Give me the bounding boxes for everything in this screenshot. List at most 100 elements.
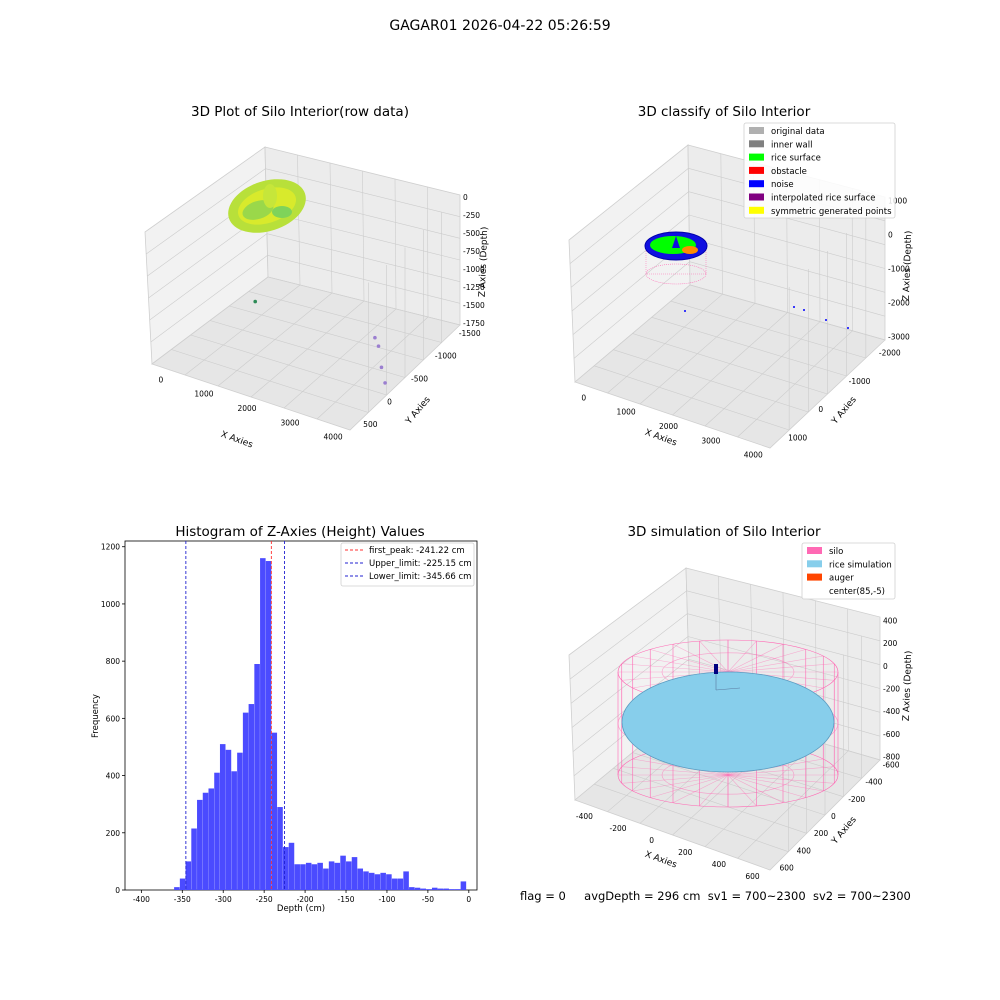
z-tick-label: -500 xyxy=(463,229,480,238)
histogram-bar xyxy=(368,872,375,890)
z-tick-label: -800 xyxy=(883,753,900,762)
z-tick-label: -1250 xyxy=(463,283,485,292)
histogram-bar xyxy=(351,857,358,890)
histogram-bar xyxy=(363,871,369,890)
histogram-bar xyxy=(242,712,249,890)
histogram-bar xyxy=(454,889,461,890)
classify-zlabel: Z Axies (Depth) xyxy=(902,231,914,302)
histogram-legend-box xyxy=(340,542,475,587)
histogram-bar xyxy=(380,872,386,890)
y-tick-label: -2000 xyxy=(879,348,901,357)
x-tick-label: 0 xyxy=(581,393,586,402)
classify-legend-box xyxy=(743,122,896,219)
raw-axis-ticks: 0 1000 2000 3000 4000 -1500 -1000 -500 0 500 -1750… xyxy=(159,193,485,442)
histogram-bar xyxy=(340,855,346,890)
legend-swatch xyxy=(749,153,764,161)
outlier-point xyxy=(379,365,384,370)
legend-swatch xyxy=(749,180,764,188)
histogram-bar xyxy=(288,842,295,890)
legend-swatch xyxy=(749,140,764,148)
z-tick-label: -250 xyxy=(463,211,480,220)
panel-raw-3d: 3D Plot of Silo Interior(row data) 0 1000… xyxy=(144,104,490,451)
legend-label: inner wall xyxy=(771,140,812,150)
x-tick-label: -350 xyxy=(174,895,191,904)
histogram-bar xyxy=(225,749,232,890)
raw-outlier-points xyxy=(253,299,387,385)
histogram-bar xyxy=(208,788,215,890)
z-tick-label: -750 xyxy=(463,247,480,256)
y-tick-label: 1200 xyxy=(101,543,120,552)
status-sv2: sv2 = 700~2300 xyxy=(812,889,911,903)
histogram-bar xyxy=(346,861,352,890)
y-tick-label: -600 xyxy=(883,760,900,769)
y-tick-label: 600 xyxy=(106,714,121,723)
histogram-bar xyxy=(202,792,209,890)
histogram-bar xyxy=(334,862,341,890)
histogram-bar xyxy=(277,807,283,890)
histogram-bar xyxy=(294,864,300,890)
y-tick-label: -1500 xyxy=(459,329,481,338)
y-tick-label: 0 xyxy=(831,812,836,821)
x-tick-label: -300 xyxy=(215,895,232,904)
legend-swatch xyxy=(749,206,764,214)
legend-label: rice surface xyxy=(771,154,821,164)
histogram-bar xyxy=(265,561,272,890)
x-tick-label: 2000 xyxy=(237,404,256,413)
histogram-bar xyxy=(443,888,449,890)
x-tick-label: 0 xyxy=(159,375,164,384)
x-tick-label: 3000 xyxy=(701,436,720,445)
simulation-rice-surface xyxy=(621,671,835,773)
legend-swatch xyxy=(749,127,764,134)
histogram-bar xyxy=(231,771,237,890)
y-tick-label: -1000 xyxy=(849,377,871,386)
y-tick-label: 1000 xyxy=(788,434,807,443)
x-tick-label: 1000 xyxy=(194,390,213,399)
histogram-bar xyxy=(449,889,455,890)
z-tick-label: -1000 xyxy=(888,265,910,274)
legend-label: Upper_limit: -225.15 cm xyxy=(369,559,472,569)
raw-xlabel: X Axies xyxy=(219,430,254,451)
simulation-legend: silo rice simulation auger center(85,-5) xyxy=(807,547,892,597)
x-tick-label: -200 xyxy=(297,895,314,904)
status-flag: flag = 0 xyxy=(520,889,566,903)
y-tick-label: 200 xyxy=(106,829,121,838)
y-tick-label: 1000 xyxy=(101,600,120,609)
z-tick-label: 0 xyxy=(883,662,888,671)
x-tick-label: -150 xyxy=(338,895,355,904)
histogram-bar xyxy=(374,874,381,890)
z-tick-label: -3000 xyxy=(888,333,910,342)
x-tick-label: 0 xyxy=(466,895,471,904)
histogram-bar xyxy=(185,861,192,890)
panel-simulation-3d: 3D simulation of Silo Interior -400-2000… xyxy=(568,524,914,881)
legend-swatch xyxy=(749,166,764,174)
legend-label: obstacle xyxy=(771,167,807,177)
z-tick-label: 0 xyxy=(888,230,893,239)
legend-label: noise xyxy=(771,180,794,190)
classify-legend: original data inner wall rice surface obsta… xyxy=(749,127,892,217)
histogram-bar xyxy=(191,828,197,890)
classify-plot-title: 3D classify of Silo Interior xyxy=(638,104,811,120)
simulation-plot-title: 3D simulation of Silo Interior xyxy=(627,524,821,540)
status-avg-depth: avgDepth = 296 cm xyxy=(584,889,701,903)
z-tick-label: 1000 xyxy=(888,196,907,205)
histogram-ylabel: Frequency xyxy=(91,694,101,738)
z-tick-label: 400 xyxy=(883,616,898,625)
classify-ylabel: Y Axies xyxy=(830,395,859,427)
histogram-bar xyxy=(386,874,392,890)
histogram-bar xyxy=(305,862,312,890)
histogram-bar xyxy=(357,868,364,890)
histogram-bar xyxy=(197,799,203,890)
histogram-bar xyxy=(391,878,398,890)
classify-silo-cloud xyxy=(644,231,708,285)
z-tick-label: -400 xyxy=(883,707,900,716)
y-tick-label: -1000 xyxy=(435,352,457,361)
y-tick-label: 0 xyxy=(818,405,823,414)
x-tick-label: -250 xyxy=(256,895,273,904)
legend-swatch xyxy=(807,573,822,581)
x-tick-label: 2000 xyxy=(659,422,678,431)
simulation-axis-ticks: -400-2000200400600-600-400-2000200400600… xyxy=(576,616,900,881)
x-tick-label: 4000 xyxy=(744,451,763,460)
z-tick-label: -2000 xyxy=(888,299,910,308)
histogram-bars xyxy=(174,558,467,890)
y-tick-label: 500 xyxy=(363,420,378,429)
